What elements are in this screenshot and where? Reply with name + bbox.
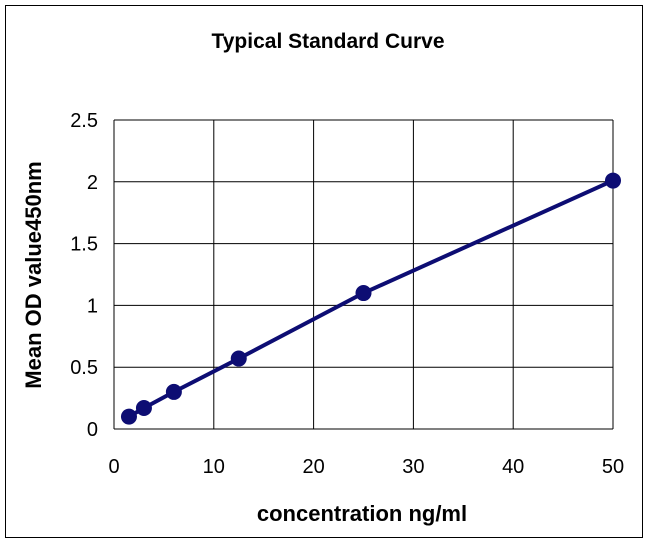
series-group xyxy=(120,172,621,425)
data-point xyxy=(230,350,247,367)
x-axis-label: concentration ng/ml xyxy=(257,501,467,526)
x-tick-label: 10 xyxy=(203,456,225,478)
chart-frame xyxy=(5,5,643,538)
x-tick-label: 30 xyxy=(402,456,424,478)
y-tick-label: 2 xyxy=(87,172,98,194)
x-tick-label: 0 xyxy=(108,456,119,478)
y-tick-label: 0.5 xyxy=(70,357,98,379)
x-tick-label: 20 xyxy=(302,456,324,478)
grid xyxy=(113,119,614,430)
data-point xyxy=(355,285,372,302)
y-axis-label: Mean OD value450nm xyxy=(21,161,46,388)
series-line xyxy=(127,178,614,419)
data-point xyxy=(135,399,152,416)
y-tick-label: 0 xyxy=(87,419,98,441)
data-point xyxy=(605,172,621,189)
y-tick-label: 2.5 xyxy=(70,110,98,132)
tick-labels: 0 10 20 30 40 50 0 0.5 1 1.5 2 2.5 xyxy=(70,110,624,478)
data-point xyxy=(165,383,182,400)
y-tick-label: 1 xyxy=(87,295,98,317)
y-tick-label: 1.5 xyxy=(70,234,98,256)
x-tick-label: 50 xyxy=(602,456,624,478)
data-point xyxy=(120,408,137,425)
chart-title: Typical Standard Curve xyxy=(211,30,444,53)
x-tick-label: 40 xyxy=(502,456,524,478)
